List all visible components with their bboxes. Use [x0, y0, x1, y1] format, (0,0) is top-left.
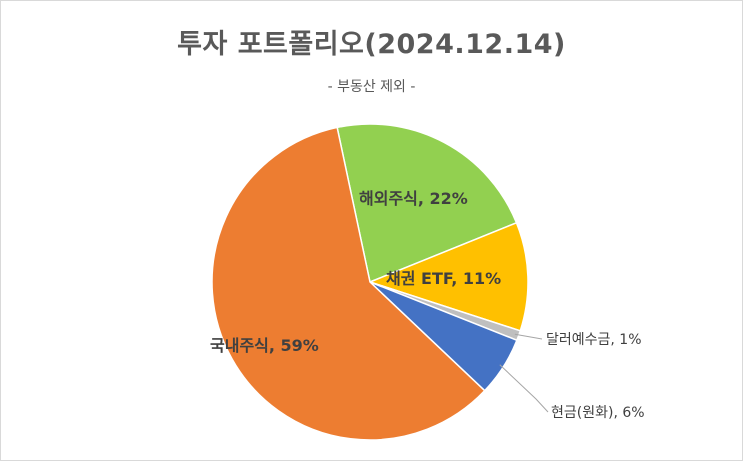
label-cash-krw: 현금(원화), 6% — [551, 405, 645, 421]
label-domestic-stocks: 국내주식, 59% — [210, 336, 319, 355]
pie-slice-0 — [336, 123, 518, 284]
label-bond-etf: 채권 ETF, 11% — [386, 269, 501, 288]
label-overseas-stocks: 해외주식, 22% — [359, 189, 468, 208]
label-dollar-deposit: 달러예수금, 1% — [546, 332, 642, 348]
leader-lines — [499, 333, 549, 413]
leader-line-3 — [499, 364, 549, 413]
pie-slices — [211, 123, 529, 441]
leader-line-2 — [514, 333, 543, 340]
pie-slice-4 — [211, 126, 486, 441]
chart-title: 투자 포트폴리오(2024.12.14) — [177, 29, 566, 60]
slice-labels: 해외주식, 22% 채권 ETF, 11% 달러예수금, 1% 현금(원화), … — [210, 189, 645, 421]
chart-subtitle: - 부동산 제외 - — [327, 79, 416, 95]
pie-slice-1 — [367, 221, 529, 332]
